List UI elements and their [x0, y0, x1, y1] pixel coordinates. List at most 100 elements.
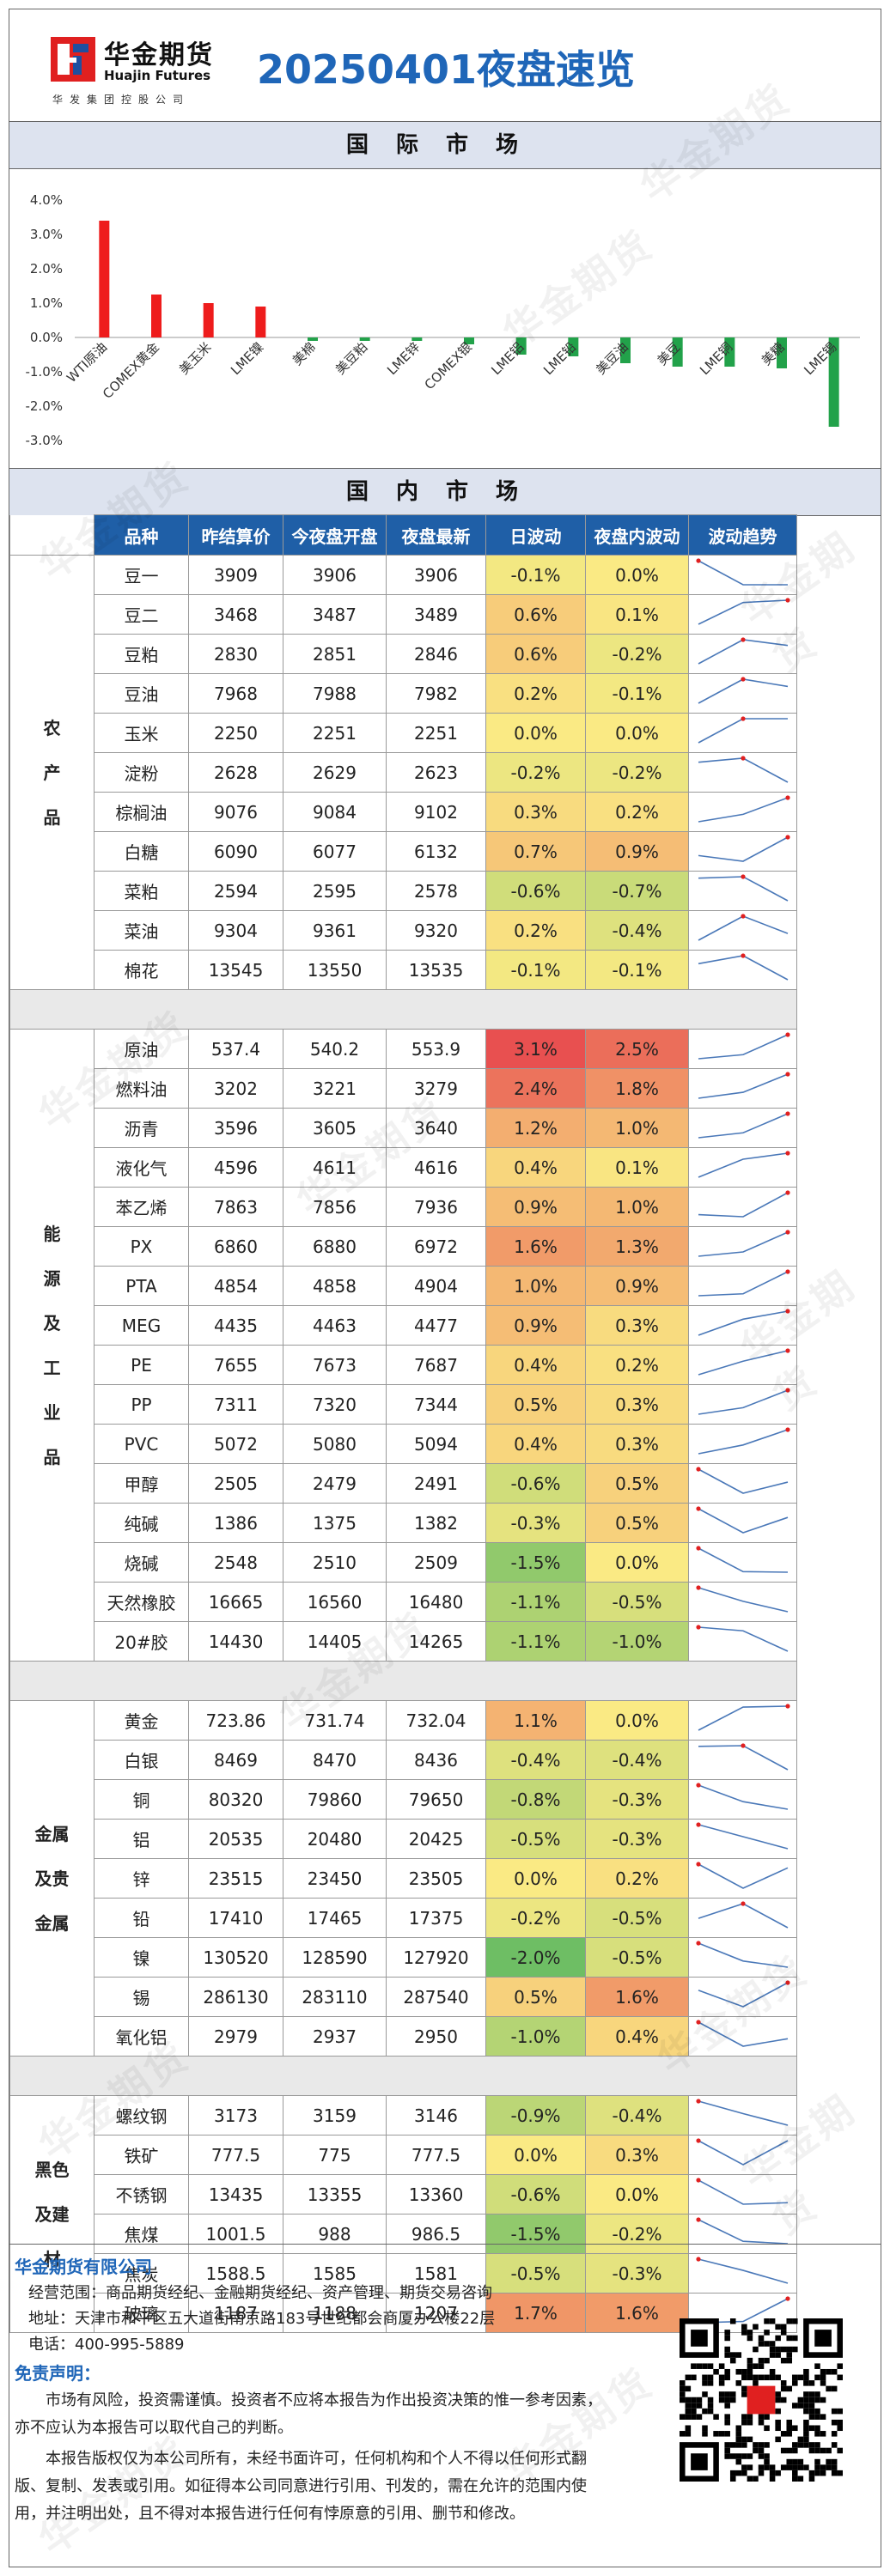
trend-sparkline [695, 2178, 788, 2205]
footer-address: 地址：天津市和平区五大道街南京路183号世纪都会商厦办公楼22层 [28, 2310, 496, 2328]
night-change-cell: 0.4% [585, 2016, 689, 2057]
table-row: PX 6860 6880 6972 1.6% 1.3% [10, 1226, 797, 1267]
night-last-cell: 7936 [386, 1187, 486, 1227]
sparkline-high-marker [740, 637, 746, 642]
night-open-cell: 16560 [283, 1582, 387, 1622]
sparkline-high-marker [695, 1783, 701, 1788]
sparkline-high-marker [695, 1941, 701, 1946]
night-open-cell: 3159 [283, 2095, 387, 2136]
night-last-cell: 3640 [386, 1108, 486, 1148]
header-night-last: 夜盘最新 [386, 514, 486, 556]
day-change-cell: 3.1% [485, 1029, 586, 1069]
sparkline-line [698, 1626, 788, 1652]
variety-cell: 甲醇 [94, 1463, 189, 1504]
variety-cell: 菜油 [94, 910, 189, 951]
prev-settle-cell: 9304 [188, 910, 283, 951]
trend-sparkline-cell [688, 1503, 797, 1543]
variety-cell: 不锈钢 [94, 2174, 189, 2215]
sparkline-high-marker [784, 1704, 790, 1709]
day-change-cell: 0.6% [485, 594, 586, 635]
sparkline-high-marker [784, 795, 790, 800]
table-row: MEG 4435 4463 4477 0.9% 0.3% [10, 1305, 797, 1346]
night-last-cell: 2846 [386, 634, 486, 674]
trend-sparkline [698, 1901, 788, 1929]
day-change-cell: 0.6% [485, 634, 586, 674]
sparkline-high-marker [784, 1072, 790, 1077]
table-row: 棉花 13545 13550 13535 -0.1% -0.1% [10, 950, 797, 990]
intl-bar-chart-svg: 4.0% 3.0% 2.0% 1.0% 0.0% -1.0% -2.0% -3.0% WTI原油… [25, 192, 860, 448]
trend-sparkline-cell [688, 2214, 797, 2254]
sparkline-line [698, 757, 788, 783]
prev-settle-cell: 80320 [188, 1779, 283, 1820]
table-row: 菜粕 2594 2595 2578 -0.6% -0.7% [10, 871, 797, 911]
variety-cell: PX [94, 1226, 189, 1267]
sparkline-high-marker [784, 598, 790, 603]
day-change-cell: -1.1% [485, 1621, 586, 1662]
day-change-cell: 0.5% [485, 1384, 586, 1425]
prev-settle-cell: 2979 [188, 2016, 283, 2057]
prev-settle-cell: 286130 [188, 1977, 283, 2017]
trend-sparkline [698, 874, 788, 902]
variety-cell: 沥青 [94, 1108, 189, 1148]
table-row: 氧化铝 2979 2937 2950 -1.0% 0.4% [10, 2016, 797, 2057]
page-title: 20250401夜盘速览 [256, 46, 636, 93]
sparkline-line [698, 678, 788, 704]
trend-sparkline-cell [688, 910, 797, 951]
day-change-cell: 1.0% [485, 1266, 586, 1306]
night-last-cell: 7344 [386, 1384, 486, 1425]
trend-sparkline [698, 1309, 790, 1336]
day-change-cell: 1.6% [485, 1226, 586, 1267]
sparkline-high-marker [695, 2178, 701, 2183]
trend-sparkline [698, 914, 788, 941]
footer-phone: 电话：400-995-5889 [28, 2336, 185, 2354]
night-last-cell: 1382 [386, 1503, 486, 1543]
variety-cell: 玻璃 [94, 2293, 189, 2333]
table-row: 苯乙烯 7863 7856 7936 0.9% 1.0% [10, 1187, 797, 1227]
night-change-cell: -0.3% [585, 1779, 689, 1820]
night-open-cell: 13550 [283, 950, 387, 990]
variety-cell: 焦炭 [94, 2253, 189, 2293]
trend-sparkline [695, 1467, 788, 1494]
trend-sparkline [695, 1822, 788, 1850]
company-logo: 华金期货 Huajin Futures 华发集团控股公司 [51, 32, 257, 111]
sparkline-high-marker [740, 756, 746, 761]
trend-sparkline [695, 2138, 788, 2166]
day-change-cell: 0.0% [485, 713, 586, 753]
chart-bar [672, 337, 683, 367]
night-change-cell: 0.2% [585, 1345, 689, 1385]
prev-settle-cell: 5072 [188, 1424, 283, 1464]
logo-subtitle: 华发集团控股公司 [52, 94, 191, 106]
trend-sparkline-cell [688, 634, 797, 674]
header-night-open: 今夜盘开盘 [283, 514, 387, 556]
day-change-cell: 0.4% [485, 1147, 586, 1188]
prev-settle-cell: 537.4 [188, 1029, 283, 1069]
night-last-cell: 4616 [386, 1147, 486, 1188]
table-row: 20#胶 14430 14405 14265 -1.1% -1.0% [10, 1621, 797, 1662]
footer-disclaimer-para2: 本报告版权仅为本公司所有，未经书面许可，任何机构和个人不得以任何形式翻版、复制、… [15, 2450, 587, 2523]
sparkline-high-marker [695, 2020, 701, 2025]
table-row: 甲醇 2505 2479 2491 -0.6% 0.5% [10, 1463, 797, 1504]
y-tick-label: 4.0% [30, 192, 63, 208]
night-last-cell: 2623 [386, 752, 486, 793]
y-tick-label: 0.0% [30, 330, 63, 345]
night-change-cell: 2.5% [585, 1029, 689, 1069]
night-open-cell: 2595 [283, 871, 387, 911]
table-row: PP 7311 7320 7344 0.5% 0.3% [10, 1384, 797, 1425]
night-last-cell: 3906 [386, 555, 486, 595]
night-last-cell: 5094 [386, 1424, 486, 1464]
day-change-cell: 0.0% [485, 2135, 586, 2175]
trend-sparkline-cell [688, 1305, 797, 1346]
prev-settle-cell: 777.5 [188, 2135, 283, 2175]
trend-sparkline [695, 2099, 788, 2126]
night-open-cell: 7988 [283, 673, 387, 714]
sparkline-line [698, 1942, 788, 1968]
night-open-cell: 6077 [283, 831, 387, 872]
night-open-cell: 2629 [283, 752, 387, 793]
section-separator [9, 2056, 797, 2096]
table-row: 铁矿 777.5 775 777.5 0.0% 0.3% [10, 2135, 797, 2175]
variety-cell: PVC [94, 1424, 189, 1464]
sparkline-line [698, 876, 788, 902]
day-change-cell: 0.0% [485, 1858, 586, 1899]
day-change-cell: -0.9% [485, 2095, 586, 2136]
variety-cell: 锡 [94, 1977, 189, 2017]
